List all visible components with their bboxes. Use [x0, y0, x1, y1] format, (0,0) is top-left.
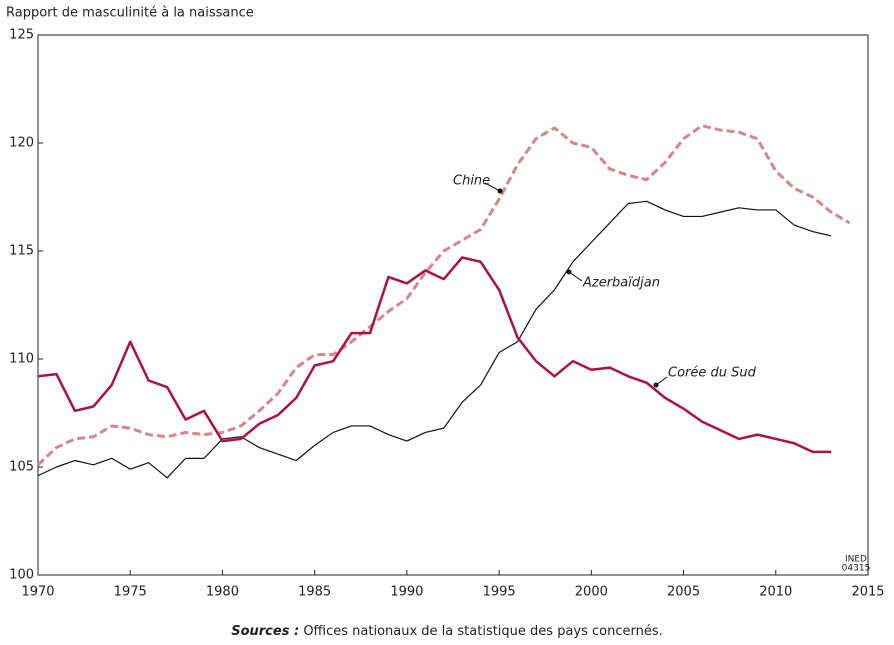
credit: INED	[845, 555, 867, 565]
label-arrow	[484, 182, 501, 192]
x-tick-label: 2005	[667, 585, 700, 600]
series-line	[36, 124, 851, 466]
x-tick-label: 1995	[483, 585, 516, 600]
source-text: Offices nationaux de la statistique des …	[303, 624, 662, 639]
x-tick-label: 2000	[575, 585, 608, 600]
source-note: Sources : Offices nationaux de la statis…	[231, 624, 663, 639]
x-tick-label: 1975	[114, 585, 147, 600]
series-label: Chine	[453, 174, 490, 189]
y-tick-label: 115	[9, 244, 34, 259]
source-label: Sources :	[231, 624, 299, 639]
label-arrow	[568, 271, 583, 282]
arrow-head	[566, 269, 572, 275]
credit: 04315	[842, 564, 871, 574]
x-tick-label: 1990	[390, 585, 423, 600]
x-tick-label: 2010	[759, 585, 792, 600]
y-tick-label: 105	[9, 460, 34, 475]
x-tick-label: 1980	[206, 585, 239, 600]
y-tick-label: 100	[9, 568, 34, 583]
x-tick-label: 2015	[851, 585, 884, 600]
series-line	[37, 200, 832, 479]
arrow-head	[653, 382, 659, 388]
series-line	[37, 256, 832, 454]
y-axis-label: Rapport de masculinité à la naissance	[6, 6, 254, 21]
arrow-head	[497, 188, 503, 194]
series-label: Corée du Sud	[668, 366, 757, 381]
y-tick-label: 120	[9, 136, 34, 151]
series-label: Azerbaïdjan	[582, 276, 660, 291]
y-tick-label: 110	[9, 352, 34, 367]
x-tick-label: 1985	[298, 585, 331, 600]
x-tick-label: 1970	[21, 585, 54, 600]
plot-frame	[37, 34, 869, 576]
y-tick-label: 125	[9, 28, 34, 43]
